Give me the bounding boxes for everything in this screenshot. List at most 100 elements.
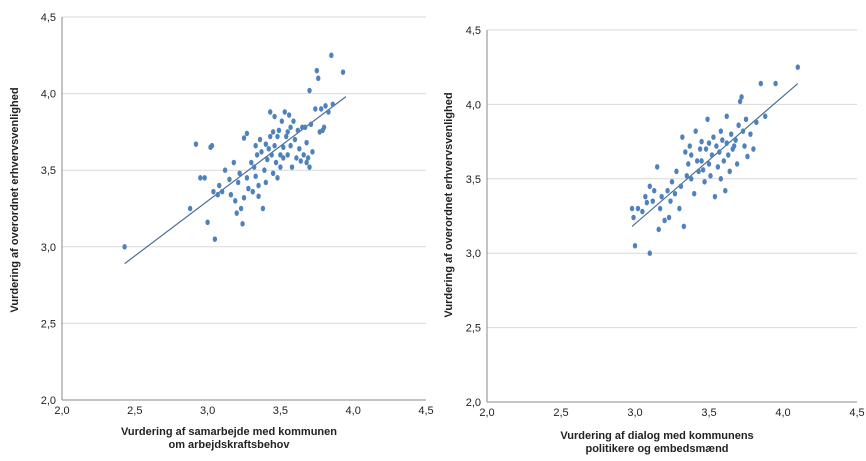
data-point (326, 109, 331, 115)
data-point (723, 187, 728, 194)
data-point (237, 170, 242, 177)
data-point (699, 158, 704, 164)
data-point (689, 176, 694, 182)
data-point (763, 113, 768, 120)
data-point (659, 193, 664, 200)
data-point (678, 183, 684, 190)
data-point (313, 106, 318, 112)
data-point (718, 176, 724, 182)
data-point (205, 219, 210, 226)
y-tick-label: 2,0 (466, 397, 481, 409)
x-tick-label: 2,5 (553, 407, 568, 419)
data-point (265, 156, 270, 163)
data-point (240, 221, 245, 227)
y-tick-label: 2,5 (466, 323, 481, 335)
data-point (307, 164, 312, 170)
y-tick-label: 4,5 (466, 25, 481, 37)
data-point (715, 164, 721, 170)
data-point (198, 175, 203, 181)
y-axis-title: Vurdering af overordnet erhvervsvenlighe… (443, 92, 455, 317)
data-point (718, 128, 724, 134)
data-point (655, 164, 660, 170)
data-point (681, 223, 687, 230)
data-point (281, 144, 286, 151)
x-tick-label: 3,5 (273, 405, 288, 417)
data-point (321, 124, 327, 131)
data-point (193, 141, 199, 147)
data-point (706, 161, 712, 167)
y-tick-label: 4,0 (466, 99, 481, 111)
data-point (295, 127, 301, 134)
data-point (631, 214, 636, 221)
data-point (677, 205, 682, 212)
data-point (288, 124, 293, 131)
data-point (672, 190, 678, 197)
x-axis-title-line: om arbejdskraftsbehov (168, 439, 290, 451)
data-point (758, 80, 763, 87)
data-point (246, 185, 251, 192)
data-point (743, 116, 749, 123)
data-point (754, 119, 759, 126)
data-point (662, 217, 667, 224)
data-point (712, 193, 718, 200)
data-point (263, 179, 269, 186)
data-point (302, 124, 308, 131)
data-point (736, 122, 741, 129)
data-point (721, 158, 726, 164)
data-point (683, 149, 688, 155)
data-point (640, 208, 645, 215)
data-point (284, 133, 289, 140)
data-point (727, 168, 732, 175)
data-point (773, 80, 778, 87)
data-point (665, 187, 670, 194)
y-tick-label: 2,5 (41, 318, 56, 330)
data-point (657, 205, 663, 212)
data-point (233, 198, 238, 204)
data-point (724, 113, 729, 120)
data-point (694, 158, 700, 164)
y-tick-label: 3,5 (41, 165, 56, 177)
data-point (241, 135, 247, 141)
data-point (278, 164, 283, 170)
data-point (304, 159, 309, 166)
x-axis-title-line: politikere og embedsmænd (585, 443, 728, 455)
data-point (305, 155, 311, 161)
data-point (323, 103, 328, 109)
data-point (262, 167, 267, 173)
data-point (251, 164, 257, 170)
x-tick-label: 2,5 (127, 405, 142, 417)
data-point (286, 112, 292, 118)
data-point (289, 164, 295, 170)
y-tick-label: 2,0 (41, 395, 56, 407)
data-point (227, 176, 232, 183)
data-point (202, 175, 207, 181)
data-point (222, 167, 228, 173)
data-point (269, 152, 274, 158)
data-point (228, 191, 234, 198)
y-tick-label: 4,0 (41, 89, 56, 101)
data-point (705, 116, 710, 123)
data-point (687, 143, 692, 149)
x-tick-label: 4,0 (346, 405, 361, 417)
data-point (650, 198, 655, 204)
y-axis-title: Vurdering af overordnet erhvervsvenlighe… (9, 87, 21, 312)
data-point (244, 130, 250, 137)
data-point (276, 127, 282, 134)
data-point (263, 141, 269, 147)
data-point (729, 131, 734, 137)
data-point (281, 155, 286, 161)
data-point (122, 244, 127, 250)
x-tick-label: 4,5 (418, 405, 433, 417)
data-point (270, 170, 276, 177)
trend-line (631, 83, 799, 227)
data-point (652, 187, 657, 194)
data-point (254, 152, 260, 158)
data-point (795, 64, 800, 70)
x-tick-label: 2,0 (54, 405, 69, 417)
data-point (260, 205, 266, 212)
data-point (680, 134, 685, 140)
data-point (647, 183, 652, 190)
data-point (674, 168, 679, 175)
data-point (733, 137, 738, 143)
